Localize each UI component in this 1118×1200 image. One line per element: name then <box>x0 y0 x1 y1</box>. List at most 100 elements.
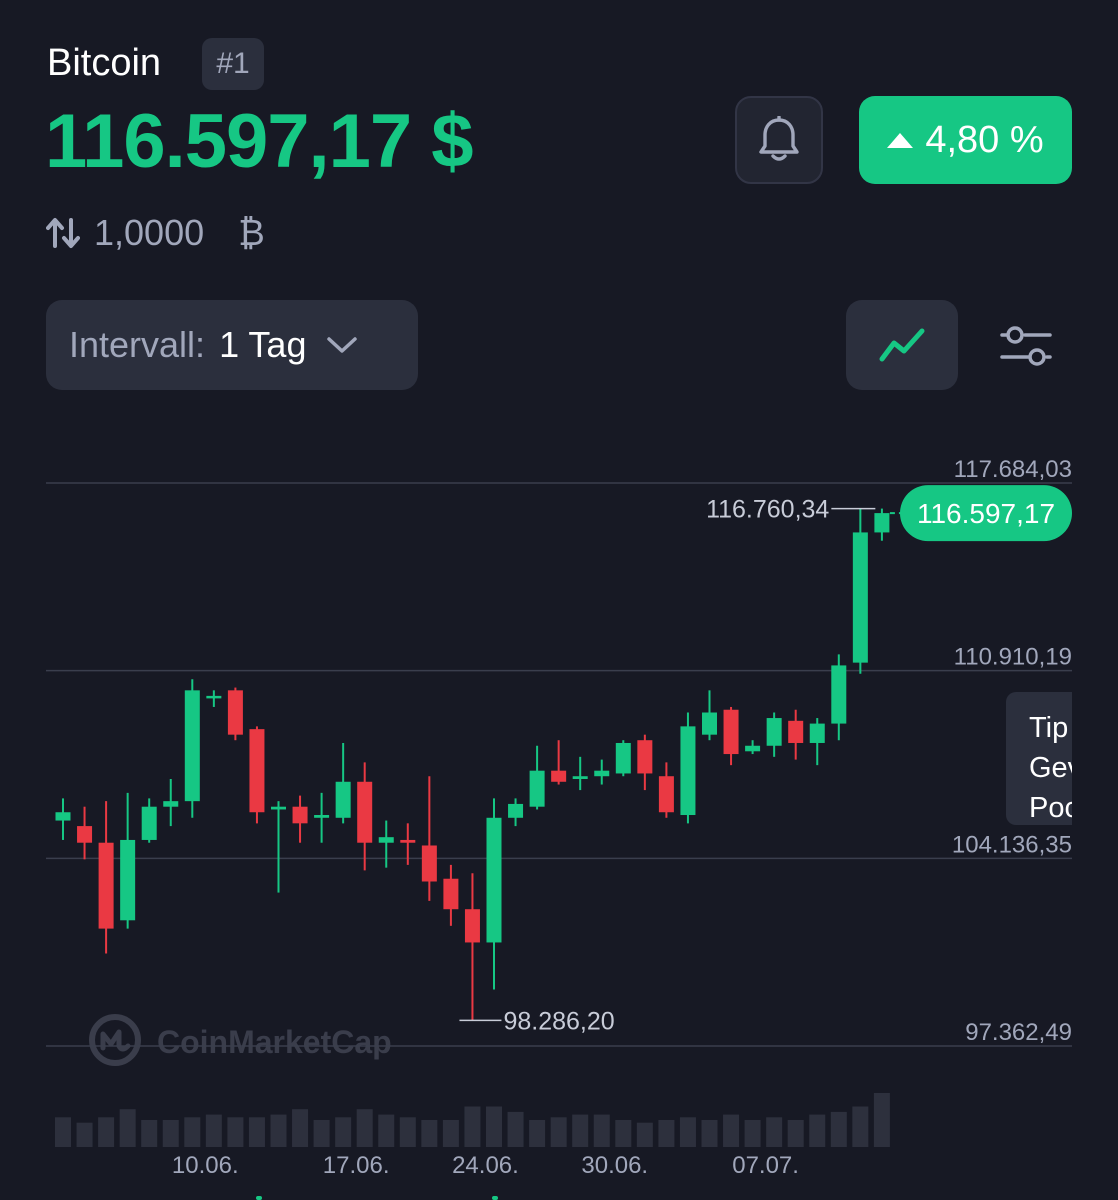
chart-settings-button[interactable] <box>990 312 1062 380</box>
volume-bar <box>141 1120 158 1147</box>
candle[interactable] <box>357 762 373 871</box>
price-change-value: 4,80 % <box>925 118 1044 161</box>
candle-body <box>809 723 825 743</box>
coin-name: Bitcoin <box>47 42 162 84</box>
volume-bar <box>830 1111 847 1147</box>
candle[interactable] <box>421 776 437 901</box>
candle[interactable] <box>271 801 286 893</box>
coinmarketcap-logo-icon <box>89 1014 141 1066</box>
watermark-text: CoinMarketCap <box>157 1024 392 1060</box>
interval-value: 1 Tag <box>219 324 307 365</box>
candle[interactable] <box>831 654 847 741</box>
candle[interactable] <box>400 823 416 865</box>
tooltip-peek[interactable]: Tip Gev Poc <box>1006 692 1072 825</box>
volume-bar <box>76 1122 93 1147</box>
scroll-indicator <box>256 1196 262 1200</box>
candle[interactable] <box>809 718 825 766</box>
tooltip-line: Poc <box>1029 792 1072 824</box>
candle[interactable] <box>486 798 502 990</box>
candle[interactable] <box>120 792 136 929</box>
candle[interactable] <box>227 687 243 741</box>
candle-body <box>874 513 890 533</box>
candlestick-chart[interactable]: CoinMarketCap 117.684,03 110.910,19 104.13… <box>0 440 1118 1200</box>
volume-bar <box>248 1117 265 1147</box>
candle[interactable] <box>788 709 804 760</box>
candle[interactable] <box>594 759 610 785</box>
interval-dropdown[interactable]: Intervall: 1 Tag <box>46 300 418 390</box>
volume-bar <box>615 1120 632 1147</box>
candle[interactable] <box>572 756 588 791</box>
candle[interactable] <box>680 712 696 824</box>
candle-body <box>357 781 373 843</box>
conversion-row[interactable]: 1,0000 ₿ <box>46 212 265 254</box>
candle[interactable] <box>874 508 890 541</box>
coinmarketcap-logo-mark <box>100 1029 131 1052</box>
current-price-label: 116.597,17 <box>917 498 1055 529</box>
high-marker-label: 116.760,34 <box>706 496 829 524</box>
candle[interactable] <box>464 873 480 1021</box>
candle[interactable] <box>184 679 200 818</box>
volume-bar <box>873 1093 890 1147</box>
candle-body <box>788 720 804 743</box>
candle[interactable] <box>314 792 330 843</box>
candle[interactable] <box>658 762 674 818</box>
volume-bar <box>636 1122 653 1147</box>
chart-type-toggle[interactable] <box>846 300 958 390</box>
tooltip-line: Tip <box>1029 712 1069 744</box>
candle[interactable] <box>745 740 761 755</box>
candle[interactable] <box>723 706 739 766</box>
candle-body <box>271 806 286 810</box>
candle[interactable] <box>529 745 545 810</box>
tooltip-line: Gev <box>1029 752 1072 784</box>
y-axis-label: 104.136,35 <box>952 831 1072 858</box>
candle-body <box>55 812 71 821</box>
candle[interactable] <box>508 798 524 827</box>
y-axis-label: 97.362,49 <box>965 1019 1072 1046</box>
candle-body <box>551 770 567 782</box>
candle[interactable] <box>766 712 782 757</box>
candle[interactable] <box>335 742 351 824</box>
candle-body <box>141 806 157 840</box>
candle[interactable] <box>292 795 308 843</box>
swap-arrows-icon <box>46 218 80 248</box>
candle-body <box>120 839 136 921</box>
candle[interactable] <box>852 508 868 674</box>
current-price: 116.597,17 $ <box>45 99 474 184</box>
candle[interactable] <box>378 820 394 868</box>
conversion-symbol: ₿ <box>238 212 265 253</box>
volume-bar <box>356 1109 373 1147</box>
x-axis-label: 17.06. <box>323 1152 390 1179</box>
candle[interactable] <box>637 734 653 791</box>
candle-body <box>745 745 761 752</box>
candle[interactable] <box>249 726 265 824</box>
candle[interactable] <box>141 798 157 843</box>
chevron-down-icon <box>327 337 358 353</box>
candle-body <box>464 909 480 943</box>
x-axis-label: 07.07. <box>732 1152 799 1179</box>
candle[interactable] <box>615 740 631 777</box>
volume-bar <box>787 1120 804 1147</box>
candle-body <box>702 712 717 735</box>
price-alert-button[interactable] <box>735 96 823 184</box>
volume-bar <box>162 1120 179 1147</box>
candle[interactable] <box>206 690 222 707</box>
candle-body <box>163 801 179 807</box>
low-marker-label: 98.286,20 <box>503 1007 614 1035</box>
volume-bar <box>119 1109 136 1147</box>
candle[interactable] <box>702 690 717 741</box>
candle[interactable] <box>551 740 567 785</box>
candle[interactable] <box>98 801 114 954</box>
candle[interactable] <box>77 806 93 860</box>
bell-icon <box>759 116 799 161</box>
candle[interactable] <box>443 864 459 926</box>
candle-body <box>486 817 502 943</box>
volume-bar <box>550 1117 567 1147</box>
volume-bar <box>292 1109 309 1147</box>
candle-body <box>98 842 114 929</box>
y-axis-label: 110.910,19 <box>954 644 1072 671</box>
candle[interactable] <box>163 778 179 827</box>
candle-body <box>852 532 868 663</box>
x-axis-label: 24.06. <box>452 1152 519 1179</box>
candle[interactable] <box>55 798 71 840</box>
candle-body <box>615 742 631 774</box>
